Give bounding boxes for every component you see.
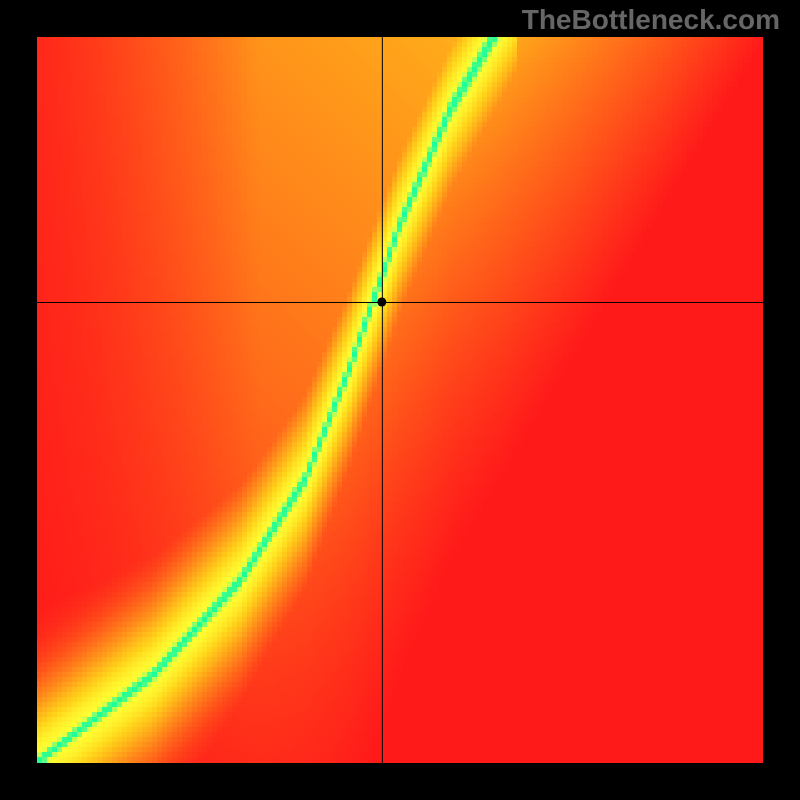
chart-container: TheBottleneck.com <box>0 0 800 800</box>
watermark-text: TheBottleneck.com <box>522 4 780 36</box>
bottleneck-heatmap <box>37 37 763 763</box>
